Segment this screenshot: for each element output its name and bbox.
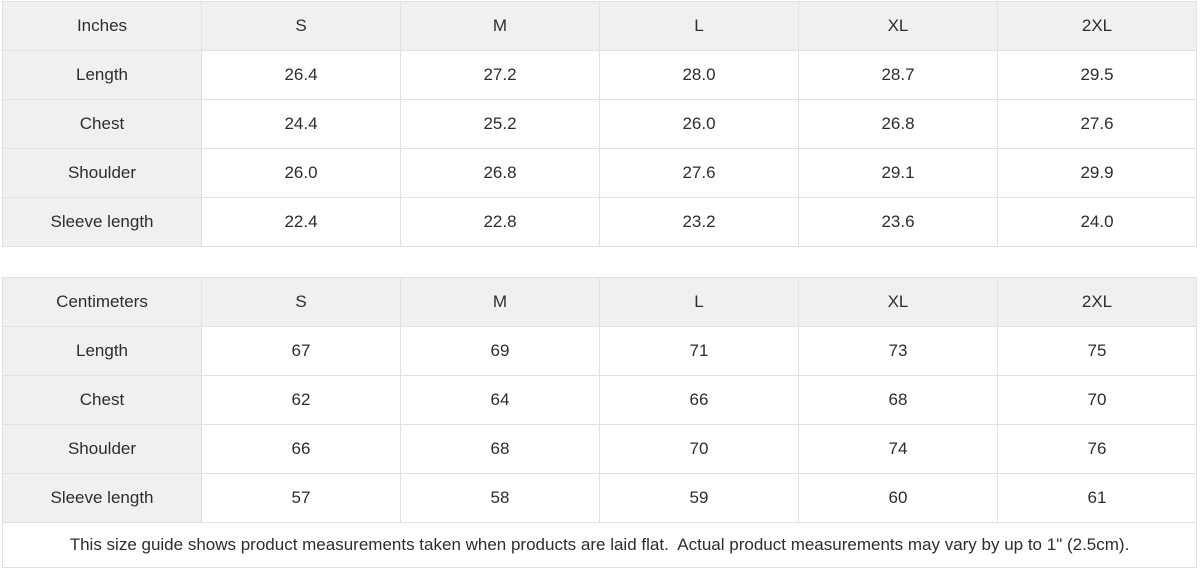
value-cell: 57 <box>201 473 401 523</box>
value-cell: 67 <box>201 326 401 376</box>
value-cell: 66 <box>201 424 401 474</box>
row-label-cell: Sleeve length <box>2 197 202 247</box>
size-header-cell: S <box>201 1 401 51</box>
value-cell: 70 <box>599 424 799 474</box>
measurement-row: Length 67 69 71 73 75 <box>2 326 1197 376</box>
size-header-cell: L <box>599 277 799 327</box>
value-cell: 27.6 <box>599 148 799 198</box>
value-cell: 59 <box>599 473 799 523</box>
value-cell: 29.5 <box>997 50 1197 100</box>
unit-header-cell: Centimeters <box>2 277 202 327</box>
row-label-cell: Shoulder <box>2 148 202 198</box>
size-guide: Inches S M L XL 2XL Length 26.4 27.2 28.0 28.7 29.5… <box>2 1 1197 568</box>
value-cell: 26.0 <box>599 99 799 149</box>
value-cell: 66 <box>599 375 799 425</box>
value-cell: 74 <box>798 424 998 474</box>
value-cell: 24.0 <box>997 197 1197 247</box>
value-cell: 27.6 <box>997 99 1197 149</box>
value-cell: 73 <box>798 326 998 376</box>
value-cell: 22.8 <box>400 197 600 247</box>
value-cell: 23.2 <box>599 197 799 247</box>
value-cell: 71 <box>599 326 799 376</box>
value-cell: 26.0 <box>201 148 401 198</box>
value-cell: 29.9 <box>997 148 1197 198</box>
size-header-cell: XL <box>798 277 998 327</box>
value-cell: 75 <box>997 326 1197 376</box>
measurement-row: Shoulder 26.0 26.8 27.6 29.1 29.9 <box>2 148 1197 198</box>
value-cell: 76 <box>997 424 1197 474</box>
size-header-cell: L <box>599 1 799 51</box>
value-cell: 68 <box>400 424 600 474</box>
value-cell: 61 <box>997 473 1197 523</box>
measurement-row: Chest 62 64 66 68 70 <box>2 375 1197 425</box>
value-cell: 29.1 <box>798 148 998 198</box>
row-label-cell: Sleeve length <box>2 473 202 523</box>
size-header-cell: S <box>201 277 401 327</box>
value-cell: 28.0 <box>599 50 799 100</box>
measurement-row: Shoulder 66 68 70 74 76 <box>2 424 1197 474</box>
value-cell: 28.7 <box>798 50 998 100</box>
value-cell: 69 <box>400 326 600 376</box>
value-cell: 24.4 <box>201 99 401 149</box>
value-cell: 27.2 <box>400 50 600 100</box>
value-cell: 26.8 <box>798 99 998 149</box>
unit-header-cell: Inches <box>2 1 202 51</box>
measurement-row: Sleeve length 22.4 22.8 23.2 23.6 24.0 <box>2 197 1197 247</box>
row-label-cell: Length <box>2 326 202 376</box>
size-header-row: Centimeters S M L XL 2XL <box>2 277 1197 327</box>
row-label-cell: Shoulder <box>2 424 202 474</box>
value-cell: 64 <box>400 375 600 425</box>
size-header-cell: XL <box>798 1 998 51</box>
size-header-row: Inches S M L XL 2XL <box>2 1 1197 51</box>
value-cell: 70 <box>997 375 1197 425</box>
size-header-cell: M <box>400 277 600 327</box>
size-header-cell: 2XL <box>997 277 1197 327</box>
row-label-cell: Chest <box>2 99 202 149</box>
size-guide-footnote: This size guide shows product measuremen… <box>2 523 1197 568</box>
value-cell: 22.4 <box>201 197 401 247</box>
row-label-cell: Length <box>2 50 202 100</box>
measurement-row: Sleeve length 57 58 59 60 61 <box>2 473 1197 523</box>
size-header-cell: 2XL <box>997 1 1197 51</box>
value-cell: 58 <box>400 473 600 523</box>
size-header-cell: M <box>400 1 600 51</box>
value-cell: 62 <box>201 375 401 425</box>
measurement-row: Length 26.4 27.2 28.0 28.7 29.5 <box>2 50 1197 100</box>
value-cell: 25.2 <box>400 99 600 149</box>
value-cell: 26.4 <box>201 50 401 100</box>
measurement-row: Chest 24.4 25.2 26.0 26.8 27.6 <box>2 99 1197 149</box>
size-table-inches: Inches S M L XL 2XL Length 26.4 27.2 28.0 28.7 29.5… <box>2 1 1197 247</box>
table-gap <box>2 247 1197 277</box>
value-cell: 60 <box>798 473 998 523</box>
value-cell: 23.6 <box>798 197 998 247</box>
row-label-cell: Chest <box>2 375 202 425</box>
value-cell: 68 <box>798 375 998 425</box>
size-table-centimeters: Centimeters S M L XL 2XL Length 67 69 71 73 75 Chest… <box>2 277 1197 523</box>
value-cell: 26.8 <box>400 148 600 198</box>
